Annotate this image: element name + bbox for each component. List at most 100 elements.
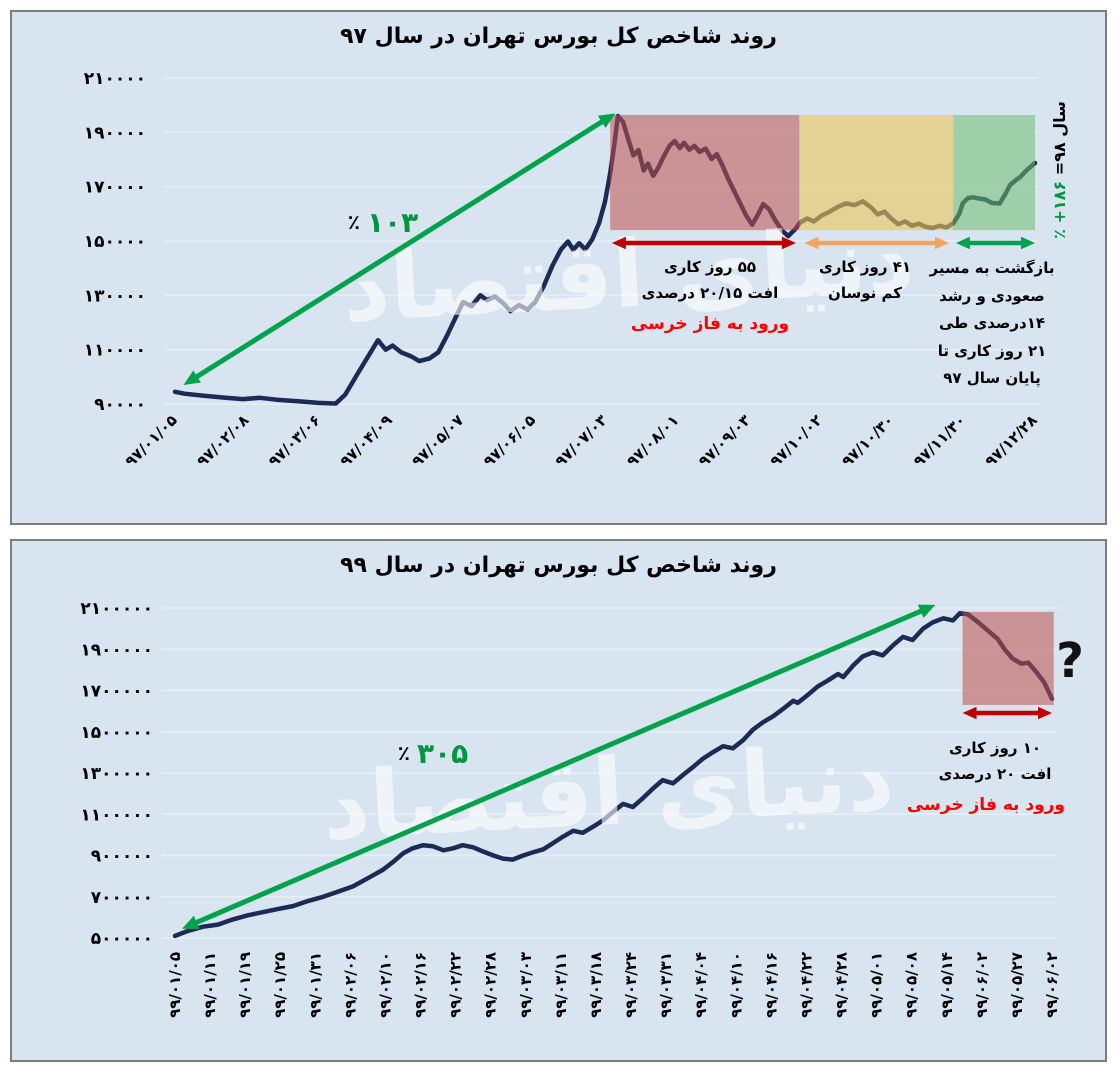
question-mark: ? — [1056, 633, 1084, 689]
green-duration-arrow — [955, 236, 1035, 250]
sideways-note-97: ۴۱ روز کاری کم نوسان — [798, 254, 932, 306]
x-axis-label: ۹۹/۰۴/۱۶ — [762, 952, 780, 1018]
y-axis-label: ۱۷۰۰۰۰ — [84, 178, 146, 198]
y-axis-label: ۱۵۰۰۰۰ — [84, 232, 146, 252]
percent-value: ۳۰۵ — [416, 737, 469, 770]
x-axis-label: ۹۹/۰۴/۰۴ — [692, 952, 710, 1018]
bear-phase-alert: ورود به فاز خرسی — [630, 314, 790, 334]
x-axis-label: ۹۷/۰۸/۰۱ — [623, 411, 682, 470]
growth-percent-label-97: ٪ ۱۰۳ — [313, 204, 453, 245]
bear-drop-label: افت ۲۰/۱۵ درصدی — [641, 284, 779, 302]
y-axis-label: ۱۳۰۰۰۰۰ — [80, 764, 153, 784]
chart-panel-97: روند شاخص کل بورس تهران در سال ۹۷ ۲۱۰۰۰۰… — [10, 10, 1107, 525]
x-axis-label: ۹۷/۱۰/۳۰ — [838, 411, 897, 470]
x-axis-label: ۹۹/۰۵/۰۱ — [868, 952, 886, 1018]
chart-title-99: روند شاخص کل بورس تهران در سال ۹۹ — [340, 553, 777, 578]
recovery-line: بازگشت به مسیر — [929, 259, 1055, 277]
y-axis-label: ۲۱۰۰۰۰۰ — [80, 599, 153, 619]
x-axis-label: ۹۷/۰۱/۰۵ — [122, 411, 181, 470]
x-axis-label: ۹۷/۱۲/۲۸ — [982, 411, 1041, 470]
recovery-line: ۱۴درصدی طی — [938, 314, 1046, 332]
recovery-line: ۲۱ روز کاری تا — [937, 341, 1047, 360]
recovery-line: صعودی و رشد — [939, 286, 1045, 305]
y-axis-label: ۱۱۰۰۰۰۰ — [80, 805, 153, 825]
phase-zone — [953, 114, 1035, 231]
phase-zone — [799, 114, 954, 231]
bear-phase-note-99: ۱۰ روز کاری افت ۲۰ درصدی ورود به فاز خرس… — [906, 735, 1065, 820]
index-line-series — [172, 610, 1055, 939]
phase-zone — [962, 611, 1054, 705]
x-axis-label: ۹۹/۰۱/۱۹ — [236, 952, 254, 1018]
x-axis-label: ۹۹/۰۲/۱۰ — [376, 952, 394, 1018]
x-axis-label: ۹۷/۱۰/۰۲ — [767, 411, 826, 470]
x-axis-label: ۹۷/۰۵/۰۷ — [408, 411, 467, 470]
x-axis-label: ۹۹/۰۵/۱۴ — [938, 952, 956, 1018]
x-axis-label: ۹۹/۰۶/۰۲ — [973, 952, 991, 1018]
y-axis-label: ۱۵۰۰۰۰۰ — [80, 723, 153, 743]
y-axis-label: ۵۰۰۰۰۰ — [91, 929, 153, 949]
y-axis-label: ۲۱۰۰۰۰ — [84, 69, 146, 89]
line-chart-99: ۲۱۰۰۰۰۰ ۱۹۰۰۰۰۰ ۱۷۰۰۰۰۰ ۱۵۰۰۰۰۰ ۱۳۰۰۰۰۰ ۱۱۰۰۰… — [80, 599, 1061, 1018]
x-axis-label: ۹۹/۰۱/۳۱ — [306, 952, 324, 1018]
growth-percent-label-99: ٪ ۳۰۵ — [363, 735, 503, 776]
percent-sign: ٪ — [397, 741, 410, 765]
bear-drop-label: افت ۲۰ درصدی — [938, 765, 1052, 783]
line-chart-97: ۲۱۰۰۰۰ ۱۹۰۰۰۰ ۱۷۰۰۰۰ ۱۵۰۰۰۰ ۱۳۰۰۰۰ ۱۱۰۰۰۰ ۹۰۰۰… — [84, 69, 1041, 470]
y-axis-label: ۹۰۰۰۰۰ — [91, 847, 153, 867]
x-axis-label: ۹۹/۰۱/۲۵ — [271, 952, 289, 1018]
x-axis-label: ۹۹/۰۳/۰۳ — [517, 952, 535, 1018]
bear-phase-alert: ورود به فاز خرسی — [906, 795, 1065, 815]
next-year-note-97: سال ۹۸= ۱۸۶+ ٪ — [1048, 80, 1072, 260]
y-axis-label: ۹۰۰۰۰ — [94, 395, 146, 415]
x-axis-label: ۹۹/۰۴/۱۰ — [727, 952, 745, 1018]
bear-phase-note-97: ۵۵ روز کاری افت ۲۰/۱۵ درصدی ورود به فاز … — [605, 254, 815, 339]
recovery-note-97: بازگشت به مسیر صعودی و رشد ۱۴درصدی طی ۲۱… — [926, 255, 1058, 393]
red-duration-arrow — [962, 706, 1052, 720]
chart-title-97: روند شاخص کل بورس تهران در سال ۹۷ — [340, 24, 777, 49]
orange-duration-arrow — [804, 236, 949, 250]
x-axis-label: ۹۷/۰۶/۰۵ — [480, 411, 539, 470]
x-axis-label: ۹۹/۰۱/۱۱ — [201, 952, 219, 1018]
x-axis-label: ۹۹/۰۱/۰۵ — [166, 952, 184, 1018]
x-axis-label: ۹۷/۰۹/۰۳ — [695, 411, 754, 470]
x-axis-label: ۹۹/۰۲/۲۸ — [482, 952, 500, 1018]
x-axis-label: ۹۹/۰۳/۱۱ — [552, 952, 570, 1018]
x-axis-label: ۹۹/۰۵/۲۷ — [1008, 952, 1026, 1018]
bear-days-label: ۱۰ روز کاری — [948, 739, 1042, 757]
x-axis-label: ۹۹/۰۳/۱۸ — [587, 952, 605, 1018]
sideways-days-label: ۴۱ روز کاری — [818, 258, 912, 276]
red-duration-arrow — [611, 236, 796, 250]
x-axis-label: ۹۹/۰۲/۲۲ — [447, 952, 465, 1018]
y-axis-label: ۷۰۰۰۰۰ — [91, 888, 153, 908]
y-axis-label: ۱۳۰۰۰۰ — [84, 286, 146, 306]
chart-panel-99: روند شاخص کل بورس تهران در سال ۹۹ ۲۱۰۰۰۰… — [10, 539, 1107, 1062]
x-axis-label: ۹۹/۰۳/۲۴ — [622, 952, 640, 1018]
percent-sign: ٪ — [347, 210, 360, 234]
x-axis-label: ۹۹/۰۲/۰۶ — [341, 952, 359, 1018]
bear-days-label: ۵۵ روز کاری — [663, 258, 757, 276]
y-axis-label: ۱۷۰۰۰۰۰ — [80, 682, 153, 702]
growth-trend-arrow — [182, 604, 936, 930]
growth-trend-arrow — [183, 113, 616, 385]
x-axis-label: ۹۹/۰۶/۰۲ — [1043, 952, 1061, 1018]
x-axis-label: ۹۹/۰۳/۳۱ — [657, 952, 675, 1018]
x-axis-label: ۹۷/۰۳/۰۶ — [265, 411, 324, 470]
percent-value: ۱۰۳ — [366, 206, 419, 239]
phase-zone — [610, 114, 800, 231]
x-axis-label: ۹۷/۱۱/۳۰ — [910, 411, 969, 470]
y-axis-label: ۱۹۰۰۰۰ — [84, 123, 146, 143]
x-axis-label: ۹۹/۰۵/۰۸ — [903, 952, 921, 1018]
x-axis-label: ۹۷/۰۷/۰۳ — [552, 411, 611, 470]
x-axis-label: ۹۹/۰۴/۲۲ — [797, 952, 815, 1018]
x-axis-label: ۹۹/۰۲/۱۶ — [412, 952, 430, 1018]
sideways-label: کم نوسان — [828, 284, 902, 302]
y-axis-label: ۱۱۰۰۰۰ — [84, 341, 146, 361]
x-axis-label: ۹۷/۰۴/۰۹ — [337, 411, 396, 470]
next-year-green: ۱۸۶+ ٪ — [1050, 180, 1069, 239]
y-axis-label: ۱۹۰۰۰۰۰ — [80, 640, 153, 660]
next-year-black: سال ۹۸= — [1050, 101, 1069, 176]
x-axis-label: ۹۹/۰۴/۲۸ — [833, 952, 851, 1018]
x-axis-label: ۹۷/۰۲/۰۸ — [193, 411, 252, 470]
recovery-line: پایان سال ۹۷ — [943, 369, 1041, 387]
